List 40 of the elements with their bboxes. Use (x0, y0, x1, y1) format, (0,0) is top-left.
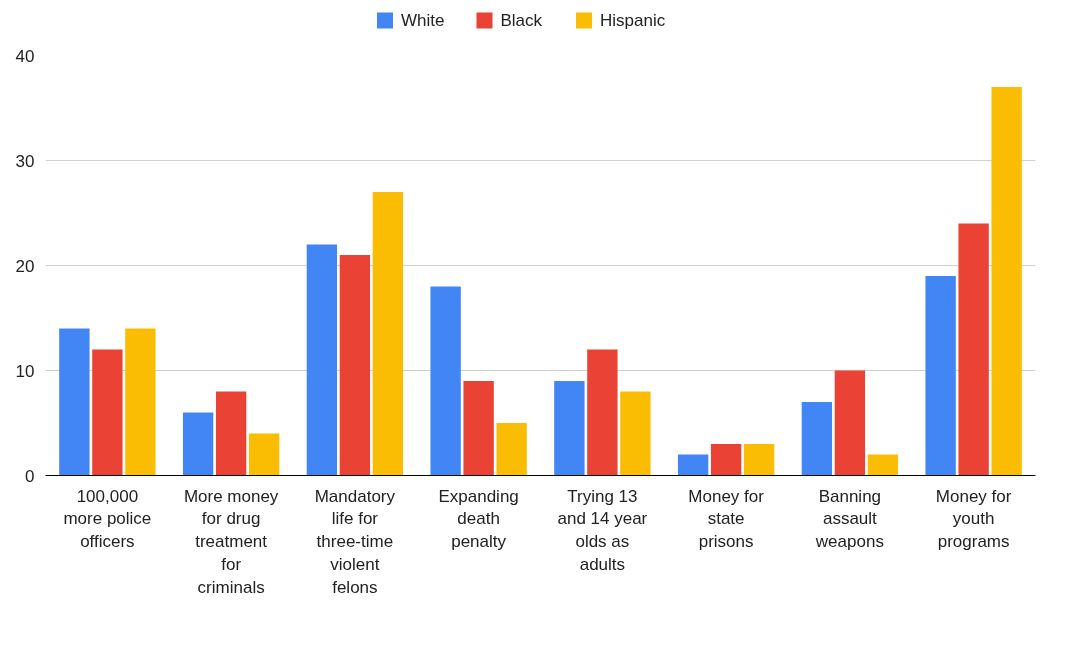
x-tick-label: Mandatory life for three-time violent felons (314, 486, 396, 597)
y-tick-label: 20 (15, 256, 35, 276)
legend-label: Hispanic (600, 11, 666, 30)
bar (125, 328, 156, 476)
y-tick-label: 10 (15, 361, 35, 381)
x-tick-label: Money for state prisons (688, 486, 765, 552)
bar (248, 433, 280, 476)
bar (710, 444, 742, 476)
bar (587, 349, 618, 476)
bar (182, 412, 214, 476)
bar (743, 444, 775, 476)
bar (554, 381, 585, 476)
x-tick-label: Trying 13 and 14 year olds as adults (557, 486, 648, 574)
bar (867, 454, 899, 476)
bar (991, 87, 1022, 476)
bar (339, 255, 371, 476)
y-tick-label: 0 (25, 466, 35, 486)
x-tick-label: Money for youth programs (935, 486, 1012, 552)
bar (463, 381, 494, 476)
bar (59, 328, 90, 476)
x-tick-label: Banning assault weapons (814, 486, 884, 552)
bar (925, 276, 956, 476)
legend-label: Black (500, 11, 543, 30)
x-tick-label: Expanding death penalty (438, 486, 519, 552)
legend-label: White (401, 11, 445, 30)
bar (430, 286, 461, 476)
bar (306, 244, 338, 476)
bar (801, 402, 833, 476)
x-tick-label: 100,000 more police officers (63, 486, 152, 552)
bar (834, 370, 866, 476)
bar (372, 192, 404, 476)
bar (677, 454, 709, 476)
bar (958, 223, 989, 476)
bar (215, 391, 247, 476)
x-tick-label: More money for drug treatment for criminals (183, 486, 279, 597)
bar (620, 391, 651, 476)
y-tick-label: 40 (15, 46, 35, 66)
bar (92, 349, 123, 476)
bar (496, 423, 527, 476)
y-tick-label: 30 (15, 151, 35, 171)
